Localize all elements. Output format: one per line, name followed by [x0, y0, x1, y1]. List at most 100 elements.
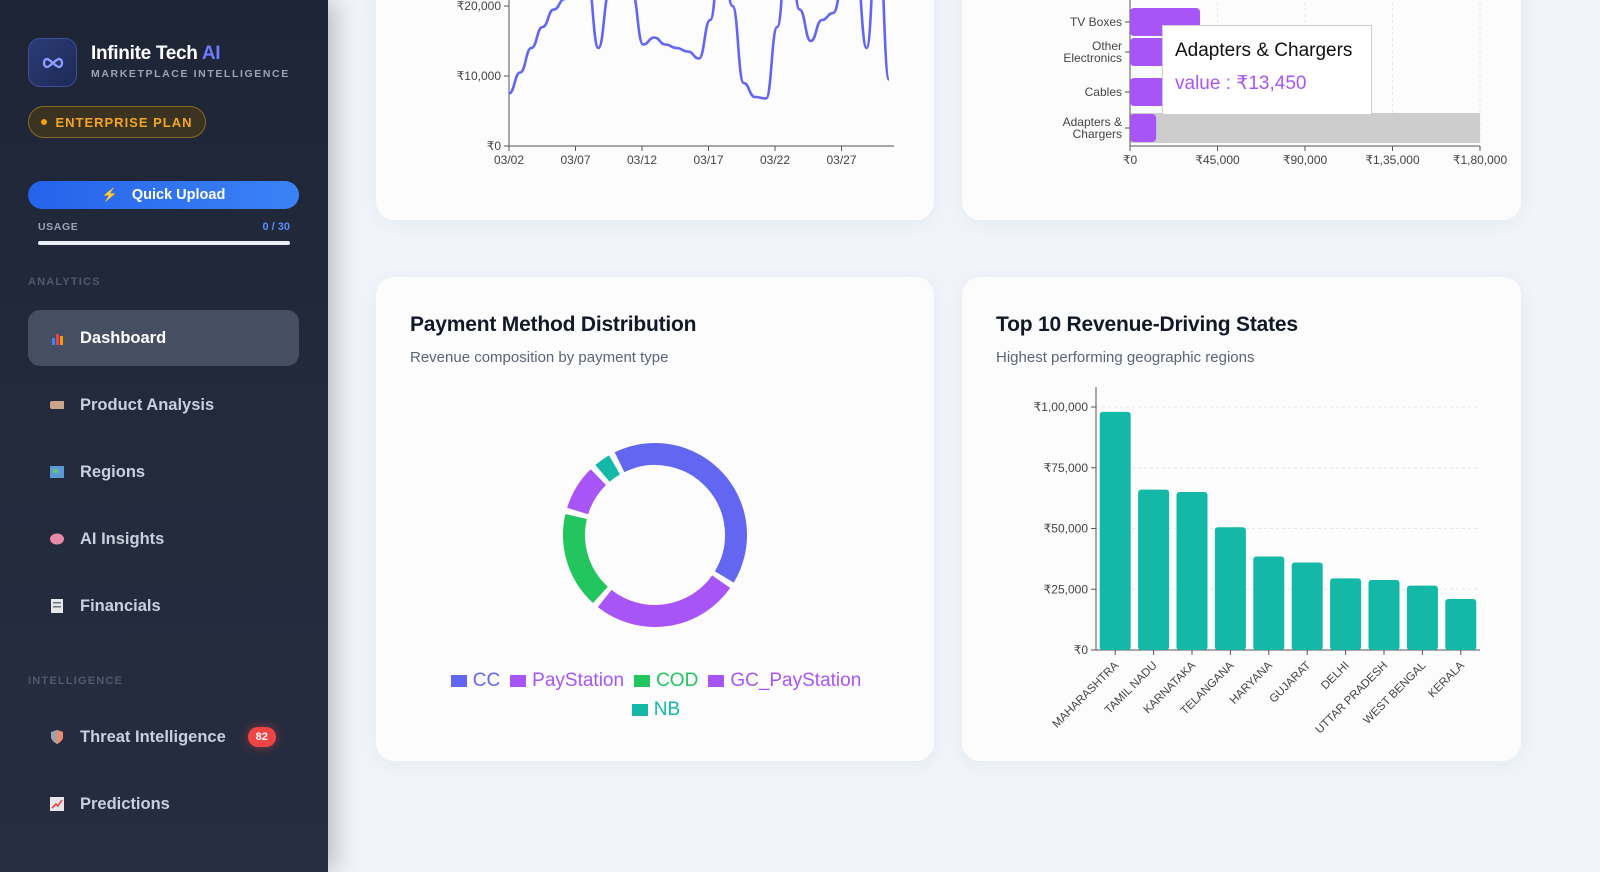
y-tick-label: ₹1,00,000	[1034, 400, 1089, 414]
legend-label: NB	[653, 699, 681, 720]
x-tick-label: 03/02	[494, 153, 524, 167]
bar	[1099, 411, 1131, 650]
brand-subtitle: MARKETPLACE INTELLIGENCE	[91, 68, 290, 80]
shield-icon	[50, 730, 64, 744]
x-tick-label: UTTAR PRADESH	[1314, 660, 1391, 737]
x-tick-label: DELHI	[1319, 660, 1351, 692]
legend-label: COD	[656, 670, 699, 691]
lightning-icon: ⚡	[101, 187, 118, 202]
x-tick-label: KERALA	[1426, 659, 1467, 700]
bar	[1291, 562, 1323, 650]
y-tick-label: ₹20,000	[457, 0, 502, 13]
payment-method-card: Payment Method Distribution Revenue comp…	[376, 277, 934, 761]
x-tick-label: ₹1,35,000	[1365, 153, 1420, 167]
legend-swatch	[450, 675, 467, 687]
nav-product-analysis[interactable]: Product Analysis	[28, 377, 299, 433]
brand-name: Infinite Tech AI	[91, 43, 221, 64]
payment-legend: CC PayStation COD GC_PayStation NB	[376, 667, 936, 725]
section-analytics: ANALYTICS	[28, 276, 101, 288]
y-tick-label: TV Boxes	[1070, 15, 1122, 29]
x-tick-label: ₹0	[1123, 153, 1138, 167]
states-card-subtitle: Highest performing geographic regions	[996, 349, 1255, 366]
legend-item[interactable]: COD	[634, 667, 698, 695]
quick-upload-button[interactable]: ⚡ Quick Upload	[28, 181, 299, 209]
sidebar: Infinite Tech AI MARKETPLACE INTELLIGENC…	[0, 0, 328, 872]
legend-swatch	[631, 704, 648, 716]
bar	[1130, 114, 1157, 142]
x-tick-label: GUJARAT	[1267, 660, 1313, 706]
usage-progress-bar	[38, 241, 290, 245]
y-tick-label: ₹0	[1074, 643, 1089, 657]
x-tick-label: ₹1,80,000	[1453, 153, 1508, 167]
tooltip-value: value : ₹13,450	[1175, 73, 1307, 94]
section-intelligence: INTELLIGENCE	[28, 675, 124, 687]
x-tick-label: MAHARASHTRA	[1050, 659, 1121, 730]
nav-financials[interactable]: Financials	[28, 578, 299, 634]
legend-item[interactable]: GC_PayStation	[708, 667, 861, 695]
x-tick-label: 03/07	[560, 153, 590, 167]
pie-slice	[614, 443, 747, 583]
brain-icon	[50, 532, 64, 546]
nav-predictions[interactable]: Predictions	[28, 776, 299, 832]
y-tick-label: Other	[1092, 39, 1122, 53]
pie-slice	[563, 513, 609, 603]
payment-card-subtitle: Revenue composition by payment type	[410, 349, 669, 366]
legend-item[interactable]: PayStation	[510, 667, 624, 695]
bar	[1330, 578, 1362, 650]
y-tick-label: ₹50,000	[1044, 522, 1089, 536]
y-tick-label: ₹0	[487, 139, 502, 153]
legend-item[interactable]: CC	[450, 667, 501, 695]
payment-card-title: Payment Method Distribution	[410, 313, 697, 336]
legend-swatch	[634, 675, 651, 687]
usage-label: USAGE	[38, 221, 79, 233]
bar	[1253, 556, 1285, 650]
nav-regions[interactable]: Regions	[28, 444, 299, 500]
states-card-title: Top 10 Revenue-Driving States	[996, 313, 1298, 336]
y-tick-label: Electronics	[1063, 51, 1122, 65]
nav-ai-insights[interactable]: AI Insights	[28, 511, 299, 567]
y-tick-label: Chargers	[1073, 127, 1122, 141]
states-bar-chart: ₹0 ₹25,000 ₹50,000 ₹75,000 ₹1,00,000 MAHARASH…	[1034, 387, 1480, 737]
ledger-icon	[50, 599, 64, 613]
legend-label: GC_PayStation	[730, 670, 862, 691]
nav-dashboard[interactable]: Dashboard	[28, 310, 299, 366]
pie-slice	[597, 575, 731, 627]
legend-item[interactable]: NB	[631, 696, 681, 724]
y-tick-label: Adapters &	[1063, 115, 1122, 129]
hover-highlight	[1130, 113, 1480, 143]
legend-swatch	[510, 675, 527, 687]
bar	[1138, 489, 1170, 650]
x-tick-label: 03/12	[627, 153, 657, 167]
legend-label: PayStation	[532, 670, 625, 691]
x-tick-label: 03/17	[693, 153, 723, 167]
map-icon	[50, 465, 64, 479]
x-tick-label: ₹90,000	[1283, 153, 1328, 167]
bar	[1214, 527, 1246, 650]
x-tick-label: ₹45,000	[1195, 153, 1240, 167]
usage-value: 0 / 30	[262, 221, 290, 233]
y-tick-label: ₹75,000	[1044, 461, 1089, 475]
y-tick-label: Cables	[1085, 85, 1122, 99]
legend-label: CC	[472, 670, 501, 691]
payment-donut-chart	[563, 443, 747, 627]
states-revenue-card: Top 10 Revenue-Driving States Highest pe…	[962, 277, 1521, 761]
revenue-trend-card: ₹0 ₹10,000 ₹20,000 03/02 03/07 03/12 03/17 03/2…	[376, 0, 934, 220]
threat-count-badge: 82	[247, 727, 276, 747]
x-tick-label: 03/22	[760, 153, 790, 167]
revenue-line-chart: ₹0 ₹10,000 ₹20,000 03/02 03/07 03/12 03/17 03/2…	[457, 0, 894, 167]
bar	[1445, 598, 1477, 650]
bar	[1406, 585, 1438, 650]
bar	[1176, 492, 1208, 650]
bar	[1130, 78, 1169, 106]
tooltip-title: Adapters & Chargers	[1175, 40, 1353, 61]
tag-icon	[50, 398, 64, 412]
revenue-series-line	[509, 0, 891, 100]
nav-threat-intelligence[interactable]: Threat Intelligence 82	[28, 709, 299, 765]
plan-dot-icon	[41, 119, 48, 125]
pie-slice	[595, 455, 621, 482]
y-tick-label: ₹10,000	[457, 69, 502, 83]
chart-tooltip: Adapters & Chargers value : ₹13,450	[1162, 25, 1372, 115]
y-tick-label: ₹25,000	[1044, 582, 1089, 596]
infinity-logo-icon[interactable]	[28, 38, 77, 87]
